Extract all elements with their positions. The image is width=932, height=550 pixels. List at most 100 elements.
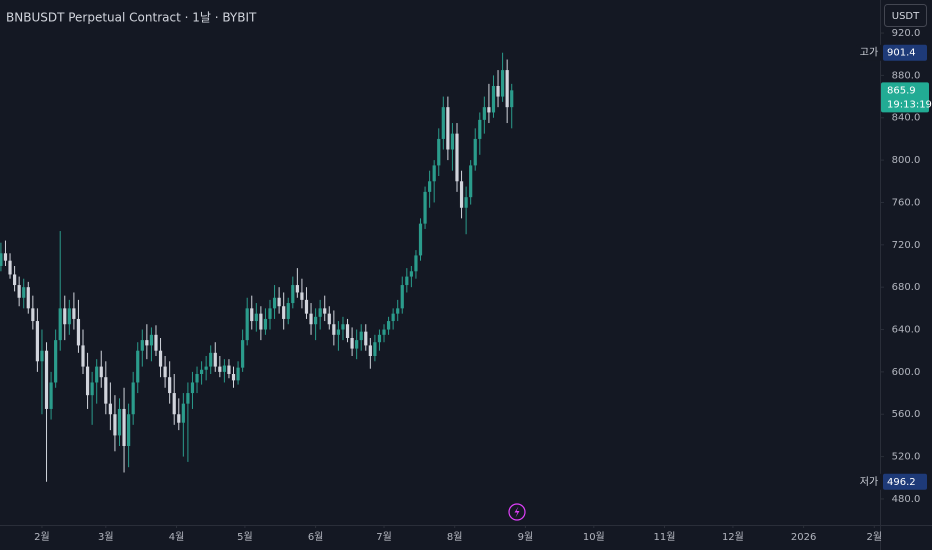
candle-body bbox=[136, 350, 140, 383]
marker-tag-bg bbox=[856, 44, 882, 61]
candle-body bbox=[181, 403, 185, 423]
candle-body bbox=[199, 369, 204, 375]
y-tick-label: 720.0 bbox=[892, 240, 921, 251]
candle-body bbox=[31, 308, 35, 322]
candle-body bbox=[35, 321, 39, 362]
replay-icon-bolt[interactable] bbox=[514, 506, 520, 518]
candle-body bbox=[373, 342, 377, 357]
candle-body bbox=[163, 366, 167, 378]
replay-icon[interactable] bbox=[508, 503, 526, 521]
candle-body bbox=[85, 366, 90, 396]
candle-body bbox=[446, 107, 450, 150]
candle-body bbox=[113, 414, 117, 436]
candle-body bbox=[40, 350, 44, 362]
x-tick-label: 2026 bbox=[791, 532, 816, 543]
candle-body bbox=[72, 308, 76, 319]
candle-body bbox=[250, 308, 254, 322]
candle-body bbox=[177, 414, 181, 423]
marker-badge bbox=[883, 473, 927, 490]
candle-body bbox=[405, 276, 409, 286]
candle-body bbox=[409, 271, 413, 277]
candle-body bbox=[473, 138, 477, 166]
last-price-value: 865.9 bbox=[887, 85, 916, 96]
candle-body bbox=[168, 377, 172, 394]
candle-body bbox=[145, 340, 149, 346]
currency-button[interactable] bbox=[884, 4, 927, 27]
x-tick-label: 2월 bbox=[34, 531, 50, 543]
candle-body bbox=[22, 287, 26, 298]
candle-body bbox=[49, 382, 53, 409]
candle-body bbox=[318, 308, 322, 317]
candle-body bbox=[300, 292, 304, 300]
x-tick-label: 4월 bbox=[169, 531, 185, 543]
candle-body bbox=[154, 334, 158, 351]
candle-body bbox=[17, 285, 21, 298]
replay-icon-circle[interactable] bbox=[508, 503, 526, 521]
candle-body bbox=[441, 107, 445, 139]
candle-body bbox=[190, 382, 195, 394]
x-tick-label: 8월 bbox=[447, 531, 463, 543]
candle-body bbox=[391, 313, 395, 322]
candle-body bbox=[309, 313, 313, 325]
y-tick-label: 520.0 bbox=[892, 452, 921, 463]
countdown: 19:13:19 bbox=[887, 99, 932, 110]
candle-body bbox=[204, 366, 208, 370]
candle-body bbox=[464, 197, 468, 208]
candle-body bbox=[8, 260, 12, 275]
y-tick-label: 560.0 bbox=[892, 409, 921, 420]
candle-body bbox=[95, 366, 99, 383]
candle-body bbox=[423, 191, 427, 224]
candles bbox=[0, 52, 514, 482]
x-tick-label: 11월 bbox=[654, 531, 676, 543]
marker-value: 901.4 bbox=[887, 48, 916, 59]
marker-tag-bg bbox=[856, 473, 882, 490]
candle-body bbox=[44, 350, 49, 409]
candle-body bbox=[272, 297, 277, 309]
candle-body bbox=[140, 340, 144, 351]
candle-body bbox=[26, 287, 30, 309]
candle-body bbox=[149, 334, 154, 346]
candle-body bbox=[254, 313, 258, 322]
y-tick-label: 920.0 bbox=[892, 28, 921, 39]
candle-body bbox=[368, 345, 372, 357]
candle-body bbox=[99, 366, 103, 378]
candle-body bbox=[108, 403, 112, 415]
candle-body bbox=[377, 334, 382, 343]
candle-body bbox=[414, 255, 418, 272]
x-tick-label: 5월 bbox=[237, 531, 253, 543]
y-tick-label: 800.0 bbox=[892, 155, 921, 166]
candle-body bbox=[263, 318, 268, 330]
candle-body bbox=[218, 366, 222, 372]
candle-body bbox=[437, 138, 441, 166]
currency-label[interactable]: USDT bbox=[892, 11, 920, 22]
candle-body bbox=[195, 374, 199, 383]
candle-body bbox=[355, 340, 359, 349]
candle-body bbox=[323, 308, 327, 314]
candle-body bbox=[131, 382, 135, 415]
y-tick-label: 640.0 bbox=[892, 325, 921, 336]
candle-body bbox=[231, 374, 236, 381]
candle-body bbox=[277, 297, 281, 307]
candle-body bbox=[222, 365, 226, 372]
candle-body bbox=[345, 324, 350, 338]
candle-body bbox=[236, 367, 240, 381]
y-tick-label: 880.0 bbox=[892, 70, 921, 81]
candle-body bbox=[341, 324, 345, 330]
candle-body bbox=[432, 165, 436, 182]
marker-tag: 저가 bbox=[860, 476, 878, 488]
candle-body bbox=[186, 393, 190, 404]
candle-body bbox=[158, 350, 163, 367]
marker-value: 496.2 bbox=[887, 477, 916, 488]
candle-body bbox=[455, 133, 459, 182]
candle-body bbox=[491, 85, 496, 113]
candle-body bbox=[268, 308, 272, 319]
candle-body bbox=[63, 308, 67, 325]
candle-body bbox=[459, 181, 464, 208]
candle-body bbox=[418, 223, 423, 256]
x-tick-label: 3월 bbox=[98, 531, 114, 543]
candle-body bbox=[12, 274, 17, 286]
candle-body bbox=[90, 382, 94, 396]
candle-body bbox=[127, 414, 131, 447]
